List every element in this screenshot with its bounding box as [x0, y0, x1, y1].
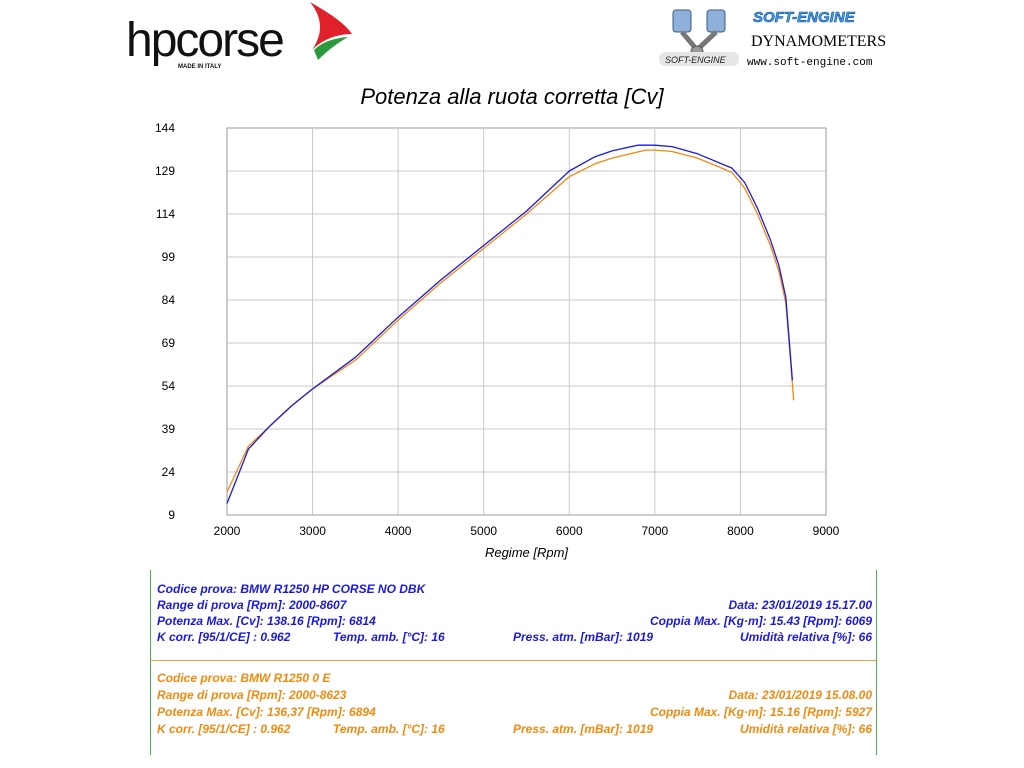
test1-power: Potenza Max. [Cv]: 138.16 [Rpm]: 6814 — [157, 614, 376, 628]
soft-engine-brand: SOFT-ENGINE — [753, 9, 856, 26]
chart-ticks: 2000 3000 4000 5000 6000 7000 8000 9000 9 24 39 54 6… — [155, 121, 840, 538]
test1-humidity: Umidità relativa [%]: 66 — [739, 630, 872, 644]
x-tick-label: 3000 — [299, 524, 326, 538]
test2-power-row: Potenza Max. [Cv]: 136,37 [Rpm]: 6894 Co… — [157, 705, 872, 721]
test2-range: Range di prova [Rpm]: 2000-8623 — [157, 688, 347, 702]
x-tick-label: 9000 — [813, 524, 840, 538]
hpcorse-logo: hpcorse MADE IN ITALY — [126, 2, 352, 70]
x-tick-label: 8000 — [727, 524, 754, 538]
series-line — [226, 144, 794, 504]
power-chart: 2000 3000 4000 5000 6000 7000 8000 9000 9 24 39 54 6… — [155, 121, 840, 560]
test2-kcorr: K corr. [95/1/CE] : 0.962 — [157, 722, 291, 736]
x-tick-label: 6000 — [556, 524, 583, 538]
test1-code: Codice prova: BMW R1250 HP CORSE NO DBK — [157, 582, 426, 596]
hpcorse-logo-swoosh-green — [314, 37, 348, 60]
soft-engine-product: DYNAMOMETERS — [751, 33, 886, 50]
test2-code: Codice prova: BMW R1250 0 E — [157, 671, 331, 685]
test-info-block-2: Codice prova: BMW R1250 0 E Range di pro… — [150, 661, 877, 755]
test1-torque: Coppia Max. [Kg·m]: 15.43 [Rpm]: 6069 — [649, 614, 872, 628]
y-tick-label: 39 — [162, 422, 176, 436]
test2-humidity: Umidità relativa [%]: 66 — [739, 722, 872, 736]
hpcorse-logo-subtext: MADE IN ITALY — [178, 64, 221, 70]
plot-frame — [226, 127, 827, 516]
test1-range-row: Range di prova [Rpm]: 2000-8607 Data: 23… — [157, 598, 872, 614]
y-tick-label: 69 — [162, 336, 176, 350]
test2-torque: Coppia Max. [Kg·m]: 15.16 [Rpm]: 5927 — [649, 705, 872, 719]
y-tick-label: 144 — [155, 121, 175, 135]
test1-env-row: K corr. [95/1/CE] : 0.962 Temp. amb. [°C… — [157, 630, 872, 646]
y-tick-label: 54 — [162, 379, 176, 393]
test1-range: Range di prova [Rpm]: 2000-8607 — [157, 598, 347, 612]
soft-engine-url: www.soft-engine.com — [747, 57, 873, 69]
hpcorse-logo-text: hpcorse — [126, 14, 283, 67]
test2-date: Data: 23/01/2019 15.08.00 — [728, 688, 872, 702]
y-tick-label: 114 — [156, 207, 175, 221]
x-tick-label: 2000 — [214, 524, 241, 538]
x-tick-label: 4000 — [385, 524, 412, 538]
x-tick-label: 7000 — [642, 524, 669, 538]
test2-press: Press. atm. [mBar]: 1019 — [513, 722, 654, 736]
test-info-block-1: Codice prova: BMW R1250 HP CORSE NO DBK … — [150, 570, 877, 661]
chart-grid — [226, 127, 827, 516]
y-tick-label: 9 — [168, 508, 175, 522]
test1-date: Data: 23/01/2019 15.17.00 — [728, 598, 872, 612]
y-tick-label: 99 — [162, 250, 176, 264]
x-tick-label: 5000 — [470, 524, 497, 538]
chart-series — [226, 144, 795, 504]
series-line — [226, 149, 795, 493]
chart-title: Potenza alla ruota corretta [Cv] — [360, 84, 664, 109]
hpcorse-logo-swoosh-red — [310, 2, 352, 50]
y-tick-label: 84 — [162, 293, 176, 307]
test2-range-row: Range di prova [Rpm]: 2000-8623 Data: 23… — [157, 688, 872, 704]
test2-temp: Temp. amb. [°C]: 16 — [333, 722, 445, 736]
x-axis-label: Regime [Rpm] — [485, 545, 568, 560]
test1-temp: Temp. amb. [°C]: 16 — [333, 630, 445, 644]
test1-kcorr: K corr. [95/1/CE] : 0.962 — [157, 630, 291, 644]
test2-power: Potenza Max. [Cv]: 136,37 [Rpm]: 6894 — [157, 705, 376, 719]
test1-power-row: Potenza Max. [Cv]: 138.16 [Rpm]: 6814 Co… — [157, 614, 872, 630]
test2-env-row: K corr. [95/1/CE] : 0.962 Temp. amb. [°C… — [157, 722, 872, 738]
test-info-panel: Codice prova: BMW R1250 HP CORSE NO DBK … — [150, 570, 877, 756]
y-tick-label: 24 — [162, 465, 176, 479]
soft-engine-logo: SOFT-ENGINE DYNAMOMETERS SOFT-ENGINE www… — [659, 9, 886, 69]
test1-press: Press. atm. [mBar]: 1019 — [513, 630, 654, 644]
y-tick-label: 129 — [155, 164, 175, 178]
soft-engine-badge: SOFT-ENGINE — [665, 55, 727, 65]
